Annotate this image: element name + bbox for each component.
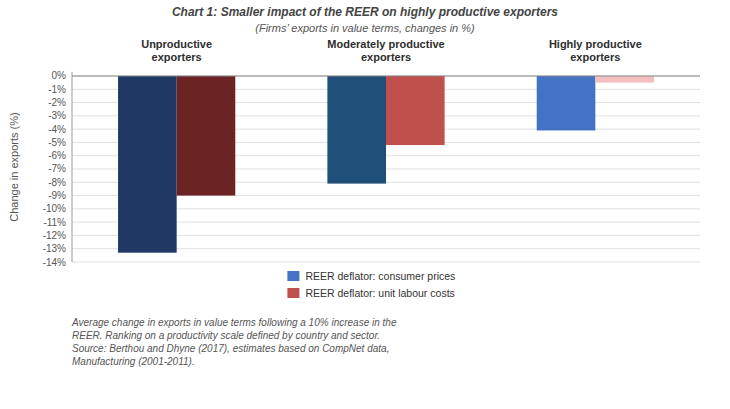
y-tick-label: -13% bbox=[43, 243, 66, 254]
grid bbox=[72, 76, 700, 262]
y-tick-label: -9% bbox=[48, 190, 66, 201]
legend-swatch bbox=[287, 271, 299, 281]
y-axis-label: Change in exports (%) bbox=[8, 112, 20, 221]
background bbox=[0, 0, 730, 409]
bar bbox=[595, 76, 654, 83]
bar bbox=[118, 76, 177, 253]
legend-swatch bbox=[287, 288, 299, 298]
y-tick-label: -2% bbox=[48, 97, 66, 108]
zero-line bbox=[72, 75, 700, 76]
bars bbox=[118, 76, 654, 253]
y-tick-label: -10% bbox=[43, 203, 66, 214]
bar bbox=[327, 76, 386, 184]
category-label: Moderately productiveexporters bbox=[327, 38, 444, 63]
legend-label: REER deflator: unit labour costs bbox=[305, 287, 454, 299]
y-tick-label: -11% bbox=[43, 217, 66, 228]
footnote: Average change in exports in value terms… bbox=[71, 317, 397, 367]
y-tick-label: -4% bbox=[48, 124, 66, 135]
category-label: Unproductiveexporters bbox=[141, 38, 212, 63]
y-tick-label: -8% bbox=[48, 177, 66, 188]
y-tick-label: -1% bbox=[48, 84, 66, 95]
y-axis-line bbox=[72, 72, 73, 262]
bar bbox=[386, 76, 445, 145]
chart: Chart 1: Smaller impact of the REER on h… bbox=[0, 0, 730, 409]
y-tick-label: -14% bbox=[43, 257, 66, 268]
y-tick-label: -6% bbox=[48, 150, 66, 161]
legend: REER deflator: consumer prices REER defla… bbox=[287, 270, 455, 299]
bar bbox=[537, 76, 596, 130]
grid-line bbox=[72, 75, 700, 76]
title: Chart 1: Smaller impact of the REER on h… bbox=[172, 5, 558, 19]
subtitle: (Firms’ exports in value terms, changes … bbox=[255, 22, 475, 34]
y-tick-label: -7% bbox=[48, 163, 66, 174]
y-tick-label: -12% bbox=[43, 230, 66, 241]
category-label: Highly productiveexporters bbox=[549, 38, 642, 63]
legend-label: REER deflator: consumer prices bbox=[305, 270, 455, 282]
bar bbox=[177, 76, 236, 196]
y-tick-label: -5% bbox=[48, 137, 66, 148]
grid-line bbox=[72, 262, 700, 263]
y-tick-label: -3% bbox=[48, 110, 66, 121]
y-tick-label: 0% bbox=[52, 70, 67, 81]
